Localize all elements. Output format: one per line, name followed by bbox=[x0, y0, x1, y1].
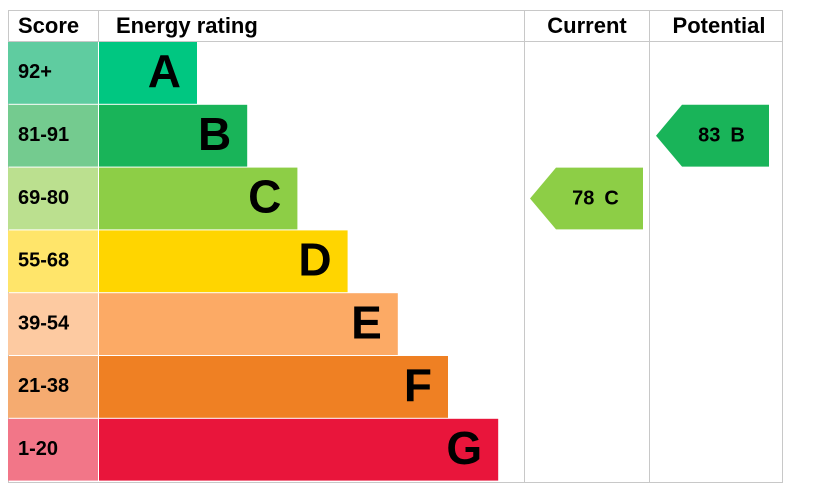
score-label: 81-91 bbox=[18, 124, 69, 146]
rating-bar bbox=[99, 104, 248, 167]
score-label: 39-54 bbox=[18, 312, 70, 334]
rating-letter: E bbox=[351, 296, 382, 348]
header-rating: Energy rating bbox=[116, 13, 258, 38]
score-cell bbox=[8, 42, 98, 104]
score-cell bbox=[8, 356, 98, 418]
header-score: Score bbox=[18, 13, 79, 38]
rating-letter: B bbox=[198, 108, 231, 160]
potential-arrow bbox=[656, 104, 769, 167]
score-label: 69-80 bbox=[18, 187, 69, 209]
score-cell bbox=[8, 418, 98, 481]
score-label: 92+ bbox=[18, 61, 52, 83]
rating-bar bbox=[99, 42, 197, 104]
score-label: 1-20 bbox=[18, 438, 58, 460]
rating-bar bbox=[99, 418, 499, 481]
potential-label: 83 B bbox=[698, 125, 745, 147]
rating-letter: F bbox=[404, 359, 432, 411]
rating-bar bbox=[99, 356, 448, 418]
header-current: Current bbox=[547, 13, 627, 38]
current-arrow bbox=[530, 167, 643, 230]
current-label: 78 C bbox=[572, 188, 619, 210]
rating-letter: A bbox=[148, 45, 181, 97]
score-cell bbox=[8, 230, 98, 293]
rating-letter: G bbox=[446, 422, 482, 474]
header-potential: Potential bbox=[673, 13, 766, 38]
rating-bar bbox=[99, 230, 348, 293]
rating-bar bbox=[99, 167, 298, 230]
score-cell bbox=[8, 167, 98, 230]
score-cell bbox=[8, 293, 98, 355]
score-label: 21-38 bbox=[18, 375, 69, 397]
score-label: 55-68 bbox=[18, 250, 69, 272]
rating-bar bbox=[99, 293, 398, 355]
rating-letter: D bbox=[298, 233, 331, 285]
potential-value: 83 bbox=[698, 125, 720, 147]
current-value: 78 bbox=[572, 188, 594, 210]
score-cell bbox=[8, 104, 98, 167]
current-letter: C bbox=[604, 188, 618, 210]
rating-letter: C bbox=[248, 171, 281, 223]
potential-letter: B bbox=[730, 125, 744, 147]
